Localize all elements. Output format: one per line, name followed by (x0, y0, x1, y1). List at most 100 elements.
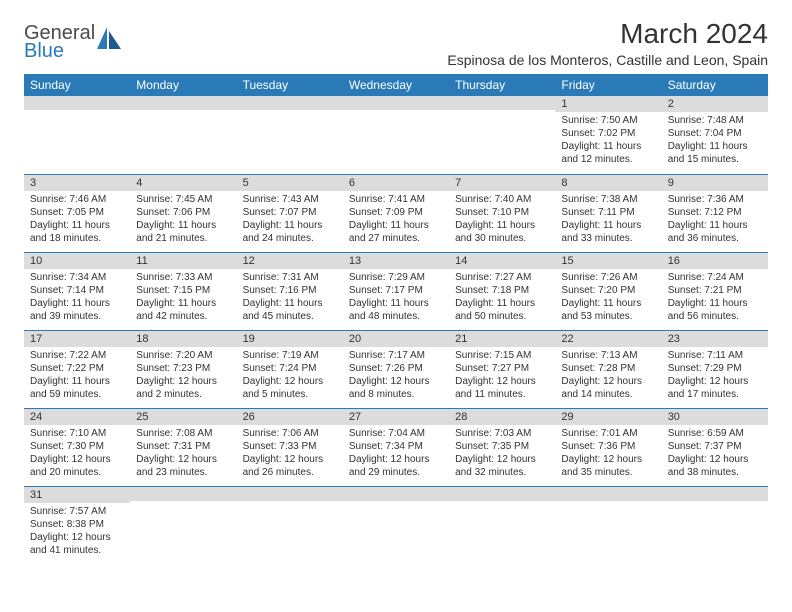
sunrise-text: Sunrise: 7:41 AM (349, 193, 443, 206)
sunrise-text: Sunrise: 7:15 AM (455, 349, 549, 362)
daylight-text: Daylight: 11 hours and 53 minutes. (561, 297, 655, 323)
sunset-text: Sunset: 7:23 PM (136, 362, 230, 375)
sunrise-text: Sunrise: 7:48 AM (668, 114, 762, 127)
day-body: Sunrise: 7:19 AMSunset: 7:24 PMDaylight:… (237, 347, 343, 403)
sunset-text: Sunset: 7:36 PM (561, 440, 655, 453)
calendar-cell: 21Sunrise: 7:15 AMSunset: 7:27 PMDayligh… (449, 330, 555, 408)
month-title: March 2024 (447, 18, 768, 50)
calendar-cell: 13Sunrise: 7:29 AMSunset: 7:17 PMDayligh… (343, 252, 449, 330)
sunrise-text: Sunrise: 7:45 AM (136, 193, 230, 206)
day-header: Thursday (449, 74, 555, 96)
daylight-text: Daylight: 11 hours and 48 minutes. (349, 297, 443, 323)
daylight-text: Daylight: 12 hours and 20 minutes. (30, 453, 124, 479)
day-number: 14 (449, 253, 555, 269)
day-header: Monday (130, 74, 236, 96)
calendar-cell (237, 486, 343, 564)
daylight-text: Daylight: 12 hours and 5 minutes. (243, 375, 337, 401)
calendar-cell (343, 96, 449, 174)
sunrise-text: Sunrise: 7:26 AM (561, 271, 655, 284)
calendar-cell: 22Sunrise: 7:13 AMSunset: 7:28 PMDayligh… (555, 330, 661, 408)
day-number: 2 (662, 96, 768, 112)
calendar-cell: 30Sunrise: 6:59 AMSunset: 7:37 PMDayligh… (662, 408, 768, 486)
calendar-cell (662, 486, 768, 564)
calendar-cell: 23Sunrise: 7:11 AMSunset: 7:29 PMDayligh… (662, 330, 768, 408)
calendar-cell: 6Sunrise: 7:41 AMSunset: 7:09 PMDaylight… (343, 174, 449, 252)
sunrise-text: Sunrise: 7:01 AM (561, 427, 655, 440)
calendar-cell: 10Sunrise: 7:34 AMSunset: 7:14 PMDayligh… (24, 252, 130, 330)
day-number: 8 (555, 175, 661, 191)
day-number: 20 (343, 331, 449, 347)
header: General Blue March 2024 Espinosa de los … (24, 18, 768, 68)
calendar-cell (237, 96, 343, 174)
calendar-cell: 20Sunrise: 7:17 AMSunset: 7:26 PMDayligh… (343, 330, 449, 408)
daylight-text: Daylight: 11 hours and 39 minutes. (30, 297, 124, 323)
daylight-text: Daylight: 11 hours and 24 minutes. (243, 219, 337, 245)
day-body (449, 501, 555, 505)
sunset-text: Sunset: 7:11 PM (561, 206, 655, 219)
sunrise-text: Sunrise: 7:29 AM (349, 271, 443, 284)
sunset-text: Sunset: 7:07 PM (243, 206, 337, 219)
day-body (24, 110, 130, 114)
day-body (662, 501, 768, 505)
day-body: Sunrise: 7:22 AMSunset: 7:22 PMDaylight:… (24, 347, 130, 403)
title-block: March 2024 Espinosa de los Monteros, Cas… (447, 18, 768, 68)
sunset-text: Sunset: 7:35 PM (455, 440, 549, 453)
calendar-cell: 5Sunrise: 7:43 AMSunset: 7:07 PMDaylight… (237, 174, 343, 252)
day-body: Sunrise: 7:31 AMSunset: 7:16 PMDaylight:… (237, 269, 343, 325)
sunrise-text: Sunrise: 7:31 AM (243, 271, 337, 284)
calendar-cell: 19Sunrise: 7:19 AMSunset: 7:24 PMDayligh… (237, 330, 343, 408)
daylight-text: Daylight: 12 hours and 26 minutes. (243, 453, 337, 479)
day-number: 28 (449, 409, 555, 425)
day-body (343, 501, 449, 505)
daylight-text: Daylight: 11 hours and 36 minutes. (668, 219, 762, 245)
day-body: Sunrise: 7:26 AMSunset: 7:20 PMDaylight:… (555, 269, 661, 325)
sunrise-text: Sunrise: 7:50 AM (561, 114, 655, 127)
sunset-text: Sunset: 7:21 PM (668, 284, 762, 297)
day-body: Sunrise: 7:08 AMSunset: 7:31 PMDaylight:… (130, 425, 236, 481)
day-body (449, 110, 555, 114)
sunset-text: Sunset: 7:28 PM (561, 362, 655, 375)
calendar-cell (449, 96, 555, 174)
sunset-text: Sunset: 7:26 PM (349, 362, 443, 375)
calendar-cell: 1Sunrise: 7:50 AMSunset: 7:02 PMDaylight… (555, 96, 661, 174)
sunset-text: Sunset: 7:29 PM (668, 362, 762, 375)
calendar-row: 10Sunrise: 7:34 AMSunset: 7:14 PMDayligh… (24, 252, 768, 330)
day-number: 1 (555, 96, 661, 112)
daylight-text: Daylight: 11 hours and 45 minutes. (243, 297, 337, 323)
day-number: 29 (555, 409, 661, 425)
day-number (555, 487, 661, 501)
calendar-cell: 28Sunrise: 7:03 AMSunset: 7:35 PMDayligh… (449, 408, 555, 486)
sunset-text: Sunset: 7:02 PM (561, 127, 655, 140)
day-body: Sunrise: 6:59 AMSunset: 7:37 PMDaylight:… (662, 425, 768, 481)
sunset-text: Sunset: 7:20 PM (561, 284, 655, 297)
daylight-text: Daylight: 11 hours and 59 minutes. (30, 375, 124, 401)
daylight-text: Daylight: 12 hours and 8 minutes. (349, 375, 443, 401)
calendar-cell: 4Sunrise: 7:45 AMSunset: 7:06 PMDaylight… (130, 174, 236, 252)
day-body: Sunrise: 7:33 AMSunset: 7:15 PMDaylight:… (130, 269, 236, 325)
daylight-text: Daylight: 11 hours and 56 minutes. (668, 297, 762, 323)
day-number (130, 96, 236, 110)
day-number (343, 487, 449, 501)
sunset-text: Sunset: 8:38 PM (30, 518, 124, 531)
sunrise-text: Sunrise: 7:19 AM (243, 349, 337, 362)
day-header-row: Sunday Monday Tuesday Wednesday Thursday… (24, 74, 768, 96)
day-body: Sunrise: 7:43 AMSunset: 7:07 PMDaylight:… (237, 191, 343, 247)
sunrise-text: Sunrise: 7:08 AM (136, 427, 230, 440)
daylight-text: Daylight: 11 hours and 50 minutes. (455, 297, 549, 323)
day-body (343, 110, 449, 114)
day-number: 9 (662, 175, 768, 191)
day-number: 6 (343, 175, 449, 191)
sunset-text: Sunset: 7:30 PM (30, 440, 124, 453)
day-body: Sunrise: 7:01 AMSunset: 7:36 PMDaylight:… (555, 425, 661, 481)
daylight-text: Daylight: 12 hours and 23 minutes. (136, 453, 230, 479)
sunrise-text: Sunrise: 7:22 AM (30, 349, 124, 362)
calendar-cell: 2Sunrise: 7:48 AMSunset: 7:04 PMDaylight… (662, 96, 768, 174)
day-number: 25 (130, 409, 236, 425)
calendar-row: 31Sunrise: 7:57 AMSunset: 8:38 PMDayligh… (24, 486, 768, 564)
day-number (130, 487, 236, 501)
sunset-text: Sunset: 7:16 PM (243, 284, 337, 297)
sunrise-text: Sunrise: 7:24 AM (668, 271, 762, 284)
sunset-text: Sunset: 7:22 PM (30, 362, 124, 375)
day-body (237, 110, 343, 114)
day-number: 23 (662, 331, 768, 347)
